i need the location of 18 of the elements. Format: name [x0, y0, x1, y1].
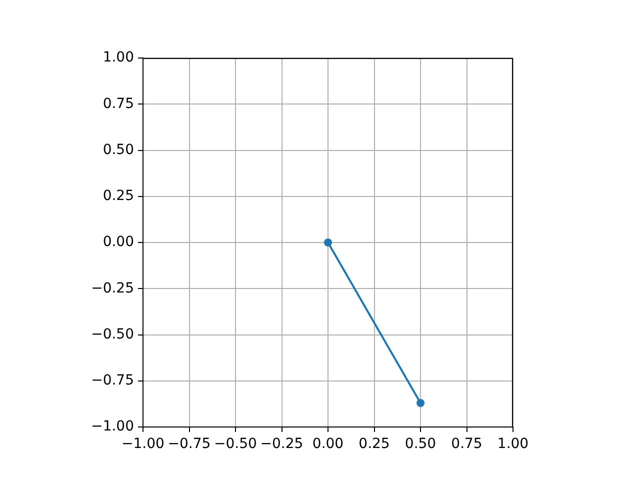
- y-tick-label: −0.50: [91, 326, 134, 342]
- x-tick-label: −1.00: [122, 436, 164, 452]
- x-tick-label: 0.75: [451, 436, 482, 452]
- y-tick-label: 0.25: [102, 188, 134, 204]
- y-tick-label: 0.75: [102, 96, 134, 112]
- x-tick-label: 1.00: [497, 436, 529, 452]
- x-tick-label: 0.00: [312, 436, 344, 452]
- y-tick-label: 1.00: [102, 50, 134, 66]
- y-tick-label: 0.50: [102, 142, 134, 158]
- y-tick-label: 0.00: [102, 234, 134, 250]
- y-tick-label: −0.75: [91, 372, 134, 389]
- x-tick-label: −0.50: [214, 436, 257, 452]
- x-tick-label: −0.75: [168, 436, 211, 452]
- x-tick-label: −0.25: [260, 436, 304, 452]
- y-tick-label: −1.00: [91, 418, 134, 435]
- x-tick-label: 0.25: [358, 436, 390, 452]
- y-tick-label: −0.25: [91, 280, 134, 296]
- x-tick-label: 0.50: [404, 436, 436, 452]
